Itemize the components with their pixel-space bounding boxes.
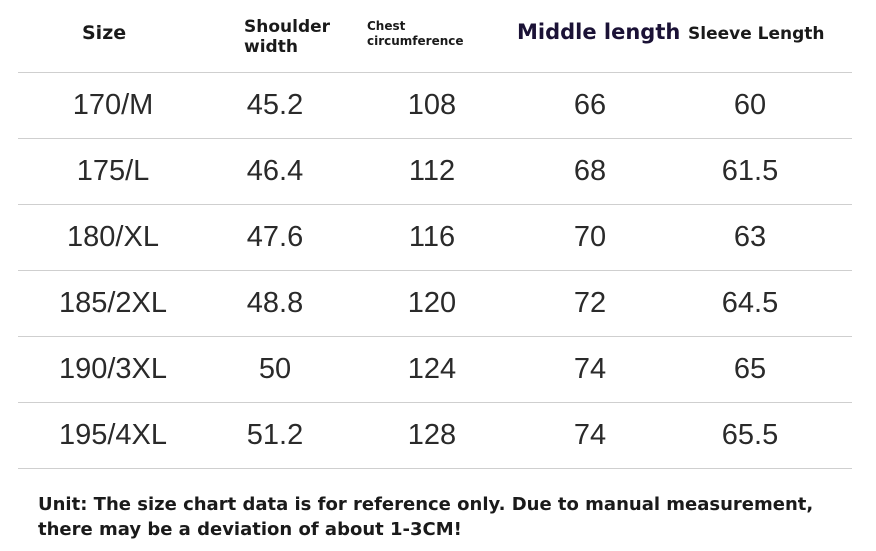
table-row: 190/3XL 50 124 74 65 [18, 337, 852, 403]
cell-middle-length: 66 [573, 89, 607, 121]
cell-chest-circumference: 112 [408, 155, 456, 187]
cell-middle-length: 72 [573, 287, 607, 319]
table-row: 175/L 46.4 112 68 61.5 [18, 139, 852, 205]
cell-sleeve-length: 63 [733, 221, 767, 253]
header-shoulder-width: Shoulder width [244, 17, 354, 57]
cell-middle-length: 70 [573, 221, 607, 253]
measurement-note: Unit: The size chart data is for referen… [38, 492, 838, 542]
cell-size: 175/L [76, 155, 150, 187]
cell-sleeve-length: 61.5 [721, 155, 779, 187]
header-shoulder-line-2: width [244, 37, 298, 57]
cell-size: 170/M [72, 89, 154, 121]
cell-chest-circumference: 120 [407, 287, 457, 319]
cell-middle-length: 74 [573, 353, 607, 385]
cell-middle-length: 74 [573, 419, 607, 451]
table-row: 185/2XL 48.8 120 72 64.5 [18, 271, 852, 337]
cell-size: 180/XL [67, 221, 159, 253]
cell-shoulder-width: 46.4 [246, 155, 304, 187]
header-sleeve-length: Sleeve Length [688, 24, 825, 44]
table-row: 170/M 45.2 108 66 60 [18, 73, 852, 139]
cell-shoulder-width: 47.6 [246, 221, 304, 253]
header-chest-line-2: circumference [367, 34, 464, 48]
note-line-2: there may be a deviation of about 1-3CM! [38, 519, 462, 540]
cell-chest-circumference: 116 [408, 221, 456, 253]
header-chest-circumference: Chest circumference [367, 19, 487, 49]
header-shoulder-line-1: Shoulder [244, 17, 331, 37]
cell-shoulder-width: 51.2 [246, 419, 304, 451]
cell-shoulder-width: 45.2 [246, 89, 304, 121]
cell-chest-circumference: 128 [407, 419, 457, 451]
table-row: 180/XL 47.6 116 70 63 [18, 205, 852, 271]
header-middle-length: Middle length [517, 20, 681, 44]
size-chart-table: Size Shoulder width Chest circumference … [18, 0, 852, 469]
cell-shoulder-width: 50 [258, 353, 292, 385]
cell-size: 190/3XL [58, 353, 168, 385]
cell-sleeve-length: 65 [733, 353, 767, 385]
cell-shoulder-width: 48.8 [246, 287, 304, 319]
cell-sleeve-length: 60 [733, 89, 767, 121]
table-header-row: Size Shoulder width Chest circumference … [18, 0, 852, 73]
cell-middle-length: 68 [573, 155, 607, 187]
cell-size: 195/4XL [58, 419, 168, 451]
cell-sleeve-length: 64.5 [721, 287, 779, 319]
cell-chest-circumference: 108 [407, 89, 457, 121]
cell-chest-circumference: 124 [407, 353, 457, 385]
header-chest-line-1: Chest [367, 19, 406, 33]
cell-sleeve-length: 65.5 [721, 419, 779, 451]
note-line-1: Unit: The size chart data is for referen… [38, 494, 814, 515]
table-row: 195/4XL 51.2 128 74 65.5 [18, 403, 852, 469]
header-size: Size [82, 22, 127, 44]
cell-size: 185/2XL [58, 287, 168, 319]
